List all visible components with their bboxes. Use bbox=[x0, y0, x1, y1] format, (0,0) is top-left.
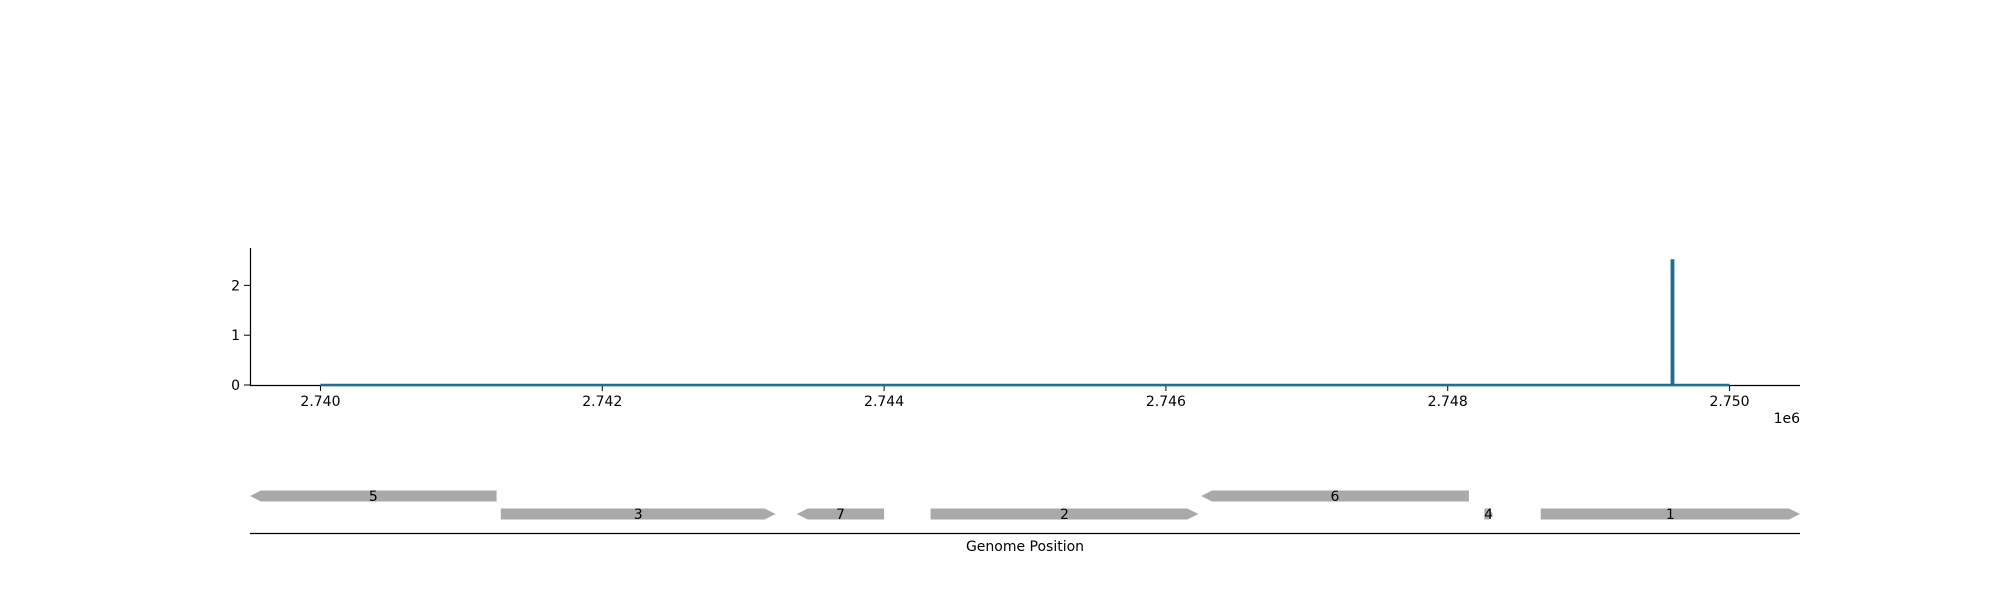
coverage-plot: 0 1 2 2.740 2.742 2.744 2.746 2.748 2.750 1e6 bbox=[231, 248, 1800, 427]
gene-track: 5 3 7 2 6 4 1 Genome Position bbox=[250, 489, 1800, 555]
y-tick-label: 0 bbox=[231, 378, 240, 394]
gene-feature-6 bbox=[1201, 490, 1469, 502]
x-tick-label: 2.742 bbox=[582, 394, 622, 410]
gene-label-4: 4 bbox=[1484, 507, 1493, 523]
gene-feature-7 bbox=[796, 508, 885, 520]
x-axis-label: Genome Position bbox=[966, 539, 1084, 555]
y-tick-label: 2 bbox=[231, 278, 240, 294]
gene-label-5: 5 bbox=[369, 489, 378, 505]
coverage-series bbox=[320, 259, 1730, 387]
x-tick-label: 2.748 bbox=[1428, 394, 1468, 410]
x-tick-label: 2.744 bbox=[864, 394, 904, 410]
gene-feature-5 bbox=[250, 490, 497, 502]
x-offset-label: 1e6 bbox=[1774, 411, 1801, 427]
gene-features: 5 3 7 2 6 4 1 bbox=[250, 489, 1800, 523]
gene-label-6: 6 bbox=[1331, 489, 1340, 505]
x-tick-label: 2.750 bbox=[1709, 394, 1749, 410]
x-tick-label: 2.746 bbox=[1146, 394, 1186, 410]
gene-feature-4 bbox=[1484, 508, 1493, 520]
y-tick-label: 1 bbox=[231, 328, 240, 344]
gene-label-7: 7 bbox=[836, 507, 845, 523]
gene-feature-3 bbox=[500, 508, 776, 520]
gene-feature-2 bbox=[930, 508, 1199, 520]
gene-label-3: 3 bbox=[634, 507, 643, 523]
coverage-line bbox=[320, 259, 1730, 387]
gene-feature-1 bbox=[1540, 508, 1800, 520]
gene-label-1: 1 bbox=[1666, 507, 1675, 523]
y-ticks: 0 1 2 bbox=[231, 278, 250, 394]
x-ticks: 2.740 2.742 2.744 2.746 2.748 2.750 bbox=[300, 385, 1750, 410]
gene-label-2: 2 bbox=[1060, 507, 1069, 523]
x-tick-label: 2.740 bbox=[300, 394, 340, 410]
